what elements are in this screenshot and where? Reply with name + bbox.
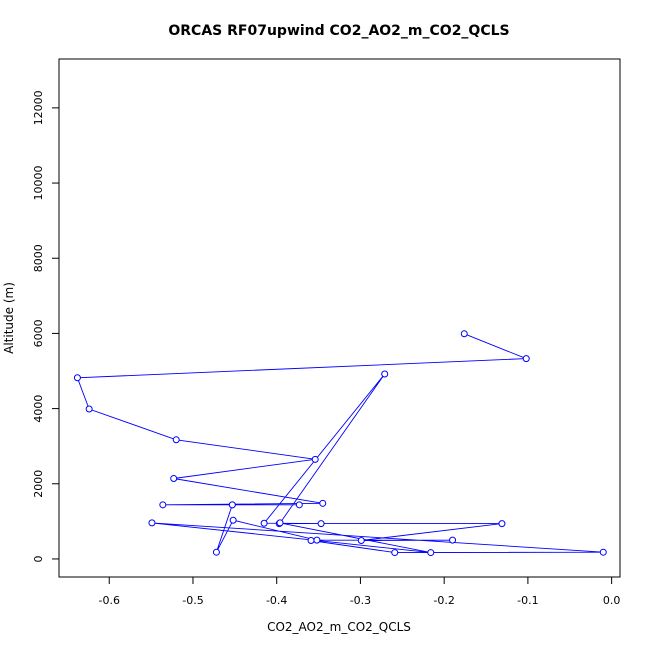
series-line <box>76 333 604 554</box>
x-axis-label: CO2_AO2_m_CO2_QCLS <box>267 620 411 634</box>
y-tick-label: 2000 <box>32 470 45 498</box>
data-point <box>381 370 389 378</box>
data-point <box>427 549 435 557</box>
data-point <box>522 355 530 363</box>
data-point <box>357 537 365 545</box>
y-axis: 0 2000 4000 6000 8000 10000 12000 <box>32 90 60 562</box>
data-point <box>148 519 156 527</box>
data-point <box>228 501 236 509</box>
data-point <box>73 374 81 382</box>
data-point <box>229 516 237 524</box>
data-point <box>449 536 457 544</box>
y-tick-label: 12000 <box>32 90 45 125</box>
data-point <box>498 520 506 528</box>
data-point <box>159 501 167 509</box>
data-point <box>295 501 303 509</box>
x-tick-label: -0.1 <box>517 594 538 607</box>
data-point <box>212 548 220 556</box>
y-tick-label: 6000 <box>32 319 45 347</box>
data-point <box>319 499 327 507</box>
x-tick-label: -0.3 <box>350 594 371 607</box>
series-layer <box>73 330 607 557</box>
data-point <box>311 455 319 463</box>
y-tick-label: 4000 <box>32 395 45 423</box>
data-point <box>170 475 178 483</box>
x-tick-label: 0.0 <box>603 594 621 607</box>
x-tick-label: -0.4 <box>266 594 287 607</box>
data-point <box>260 519 268 527</box>
x-axis: -0.6 -0.5 -0.4 -0.3 -0.2 -0.1 0.0 <box>99 576 621 607</box>
data-point <box>307 537 315 545</box>
x-tick-label: -0.6 <box>99 594 120 607</box>
data-point <box>313 536 321 544</box>
y-tick-label: 10000 <box>32 166 45 201</box>
data-point <box>85 405 93 413</box>
data-point <box>317 520 325 528</box>
y-axis-label: Altitude (m) <box>2 282 16 354</box>
y-tick-label: 0 <box>32 555 45 562</box>
chart-title: ORCAS RF07upwind CO2_AO2_m_CO2_QCLS <box>168 23 509 39</box>
plot-box <box>58 58 621 578</box>
x-tick-label: -0.2 <box>433 594 454 607</box>
x-tick-label: -0.5 <box>182 594 203 607</box>
data-point <box>599 548 607 556</box>
data-point <box>276 519 284 527</box>
y-tick-label: 8000 <box>32 244 45 272</box>
data-point <box>172 436 180 444</box>
data-point <box>391 549 399 557</box>
data-point <box>460 330 468 338</box>
